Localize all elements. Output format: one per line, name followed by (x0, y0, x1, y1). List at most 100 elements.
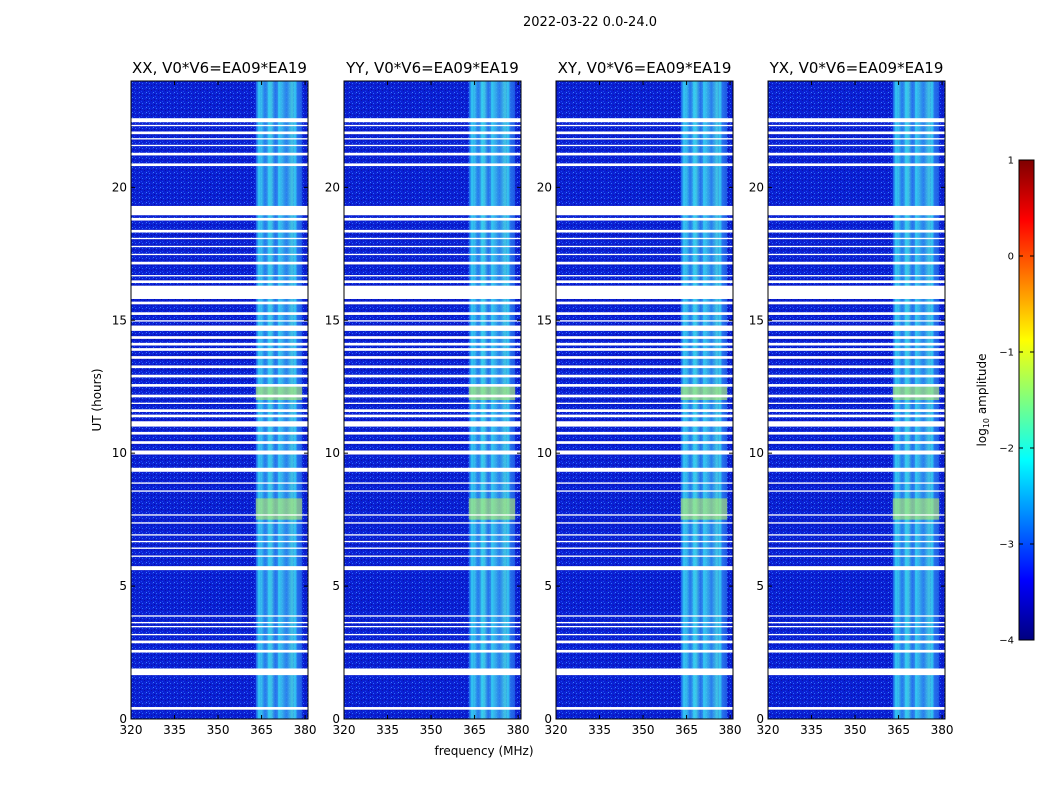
flagged-row (131, 217, 308, 221)
flagged-row (768, 325, 945, 331)
x-tick-label: 365 (675, 723, 698, 737)
flagged-row (131, 621, 308, 624)
panel-4: YX, V0*V6=EA09*EA19 320 335 350 365 380 0 5 10 15… (749, 59, 954, 737)
flagged-row (131, 301, 308, 305)
flagged-row (344, 649, 521, 653)
flagged-row (131, 374, 308, 378)
y-tick-label: 10 (537, 446, 552, 460)
flagged-row (131, 163, 308, 167)
x-tick-label: 350 (207, 723, 230, 737)
flagged-row (344, 490, 521, 492)
y-tick-label: 20 (749, 180, 764, 194)
x-tick-label: 335 (588, 723, 611, 737)
flagged-row (556, 394, 733, 398)
x-tick-label: 335 (376, 723, 399, 737)
panel-1: XX, V0*V6=EA09*EA19 320 335 350 365 380 0 5 10 15… (112, 59, 317, 737)
flagged-row (556, 540, 733, 543)
flagged-row (344, 707, 521, 710)
flagged-row (131, 540, 308, 543)
y-tick-label: 15 (112, 313, 127, 327)
flagged-row (556, 365, 733, 369)
y-tick-label: 5 (119, 579, 127, 593)
flagged-row (344, 312, 521, 315)
x-tick-label: 365 (463, 723, 486, 737)
flagged-row (344, 118, 521, 123)
x-tick-label: 365 (250, 723, 273, 737)
flagged-row (556, 253, 733, 256)
panel-frame (555, 80, 734, 720)
flagged-row (131, 615, 308, 617)
flagged-row (768, 649, 945, 653)
flagged-row (556, 409, 733, 412)
flagged-row (344, 152, 521, 156)
flagged-row (556, 640, 733, 644)
flagged-row (131, 152, 308, 156)
flagged-row (768, 280, 945, 284)
flagged-row (344, 229, 521, 233)
flagged-row (344, 514, 521, 516)
flagged-row (344, 374, 521, 378)
flagged-row (768, 152, 945, 156)
flagged-row (768, 163, 945, 167)
flagged-row (131, 534, 308, 536)
flagged-row (131, 441, 308, 444)
flagged-row (344, 365, 521, 369)
colorbar-label-tail: amplitude (975, 354, 989, 418)
flagged-row (131, 409, 308, 412)
panel-frame (767, 80, 946, 720)
flagged-row (344, 534, 521, 536)
y-tick-label: 0 (119, 712, 127, 726)
y-tick-label: 5 (332, 579, 340, 593)
flagged-row (344, 482, 521, 484)
flagged-row (556, 229, 733, 233)
flagged-row (768, 441, 945, 444)
flagged-row (344, 640, 521, 644)
flagged-row (344, 348, 521, 351)
flagged-row (344, 555, 521, 557)
x-tick-label: 380 (294, 723, 317, 737)
flagged-row (768, 131, 945, 135)
flagged-row (344, 342, 521, 346)
flagged-row (768, 253, 945, 256)
flagged-row (344, 402, 521, 404)
flagged-row (768, 421, 945, 427)
rfi-bright-period (680, 498, 728, 520)
flagged-row (344, 320, 521, 322)
flagged-row (556, 261, 733, 265)
flagged-row (556, 633, 733, 636)
flagged-row (556, 522, 733, 524)
flagged-row (768, 633, 945, 636)
x-tick-label: 320 (545, 723, 568, 737)
rfi-bright-period (468, 498, 516, 520)
flagged-row (131, 124, 308, 127)
flagged-row (768, 285, 945, 299)
flagged-row (344, 217, 521, 221)
flagged-row (768, 482, 945, 484)
flagged-row (131, 229, 308, 233)
panel-frame (130, 80, 309, 720)
x-tick-label: 335 (800, 723, 823, 737)
panel-frame (343, 80, 522, 720)
flagged-row (131, 131, 308, 135)
flagged-row (344, 245, 521, 248)
flagged-row (768, 402, 945, 404)
flagged-row (768, 522, 945, 524)
flagged-row (131, 668, 308, 676)
rfi-bright-period (255, 498, 303, 520)
flagged-row (556, 217, 733, 221)
flagged-row (344, 144, 521, 147)
flagged-row (768, 312, 945, 315)
flagged-row (131, 431, 308, 435)
flagged-row (556, 534, 733, 536)
flagged-row (131, 384, 308, 387)
flagged-row (768, 615, 945, 617)
flagged-row (344, 384, 521, 387)
flagged-row (131, 280, 308, 284)
colorbar-tick-label: −1 (999, 348, 1014, 359)
flagged-row (768, 261, 945, 265)
flagged-row (556, 152, 733, 156)
flagged-row (344, 621, 521, 624)
flagged-row (556, 285, 733, 299)
x-tick-label: 365 (887, 723, 910, 737)
